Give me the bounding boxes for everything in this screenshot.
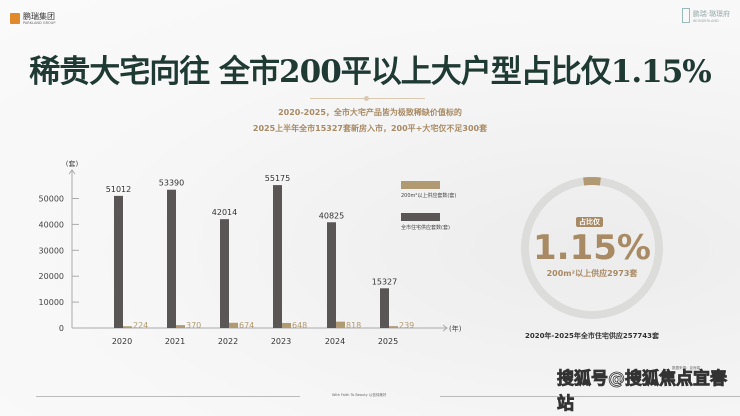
footer-slogan: With Faith To Beauty 以信仰美好 <box>332 393 387 397</box>
bar-large <box>282 322 291 328</box>
y-tick-label: 10000 <box>39 298 64 307</box>
bar-large-label: 239 <box>399 321 414 330</box>
bar-total <box>114 195 123 328</box>
y-tick-label: 40000 <box>39 220 64 229</box>
x-tick-label: 2021 <box>165 337 185 346</box>
x-tick-label: 2025 <box>378 337 398 346</box>
bar-total-label: 53390 <box>159 179 184 188</box>
ratio-ring <box>521 177 663 319</box>
bar-large <box>336 321 345 328</box>
bar-total-label: 42014 <box>212 208 237 217</box>
ring-caption: 2020年-2025年全市住宅供应257743套 <box>524 332 660 340</box>
legend-swatch-large <box>401 181 440 189</box>
bar-large <box>123 326 132 328</box>
y-tick-label: 50000 <box>39 195 64 204</box>
logo-text: 鹏瑞集团 <box>23 12 55 21</box>
bar-total <box>220 219 229 328</box>
bar-large-label: 648 <box>292 321 307 330</box>
footer-line-left <box>36 396 300 397</box>
data-source: 数据来源：克而瑞 <box>672 366 700 370</box>
y-tick-label: 30000 <box>39 246 64 255</box>
bar-chart: (套) (年) 0 10000 20000 30000 40000 50000 51012 224… <box>39 159 462 346</box>
legend-swatch-total <box>401 213 440 221</box>
legend-label-total: 全市住宅供应套数(套) <box>401 225 450 231</box>
subtitle-line-1: 2020-2025，全市大宅产品皆为极致稀缺价值标的 <box>278 108 462 117</box>
bar-large-label: 370 <box>186 321 201 330</box>
bar-total <box>167 189 176 328</box>
x-tick-label: 2020 <box>112 337 132 346</box>
bar-total-label: 55175 <box>265 174 290 183</box>
logo2-text: 鹏瑞·璐璟府 <box>692 9 730 18</box>
y-axis-arrow-icon <box>68 169 76 175</box>
footer-line-right <box>440 396 740 397</box>
ratio-subtext: 200m²以上供应2973套 <box>546 269 638 278</box>
x-tick-label: 2023 <box>271 337 291 346</box>
legend-label-large: 200m²以上供应套数(套) <box>401 193 457 199</box>
ratio-badge: 占比仅 <box>576 217 603 227</box>
wonderland-mark-icon <box>681 8 690 23</box>
logo-mark-icon <box>10 13 20 24</box>
x-tick-label: 2024 <box>325 337 345 346</box>
wonderland-logo: 鹏瑞·璐璟府 WONDERLAND <box>681 8 730 23</box>
divider <box>310 96 425 101</box>
y-tick-label: 0 <box>59 324 64 333</box>
bar-large <box>176 325 185 328</box>
bar-total-label: 51012 <box>106 185 131 194</box>
x-tick-label: 2022 <box>218 337 238 346</box>
logo2-en: WONDERLAND <box>692 18 719 23</box>
x-axis-label: (年) <box>449 324 462 333</box>
bar-total <box>273 185 282 328</box>
parkland-logo: 鹏瑞集团 PARKLAND GROUP <box>10 12 55 25</box>
bar-total-label: 15327 <box>372 277 397 286</box>
bar-large <box>389 326 398 328</box>
logo-en: PARKLAND GROUP <box>23 21 56 25</box>
bar-large-label: 674 <box>239 321 254 330</box>
bar-total-label: 40825 <box>319 211 344 220</box>
bar-large-label: 818 <box>346 321 361 330</box>
page-title: 稀贵大宅向往 全市200平以上大户型占比仅1.15% <box>29 54 711 90</box>
y-tick-label: 20000 <box>39 272 64 281</box>
bar-large <box>229 322 238 328</box>
bar-large-label: 224 <box>133 321 148 330</box>
ratio-percent: 1.15% <box>533 228 651 268</box>
watermark: 搜狐号@搜狐焦点宜春站 <box>557 369 728 415</box>
x-axis-arrow-icon <box>442 324 448 332</box>
subtitle-line-2: 2025上半年全市15327套新房入市，200平+大宅仅不足300套 <box>252 124 488 133</box>
bar-total <box>327 222 336 328</box>
y-axis-label: (套) <box>66 159 79 168</box>
ring-arc <box>583 177 601 186</box>
bar-total <box>380 288 389 328</box>
